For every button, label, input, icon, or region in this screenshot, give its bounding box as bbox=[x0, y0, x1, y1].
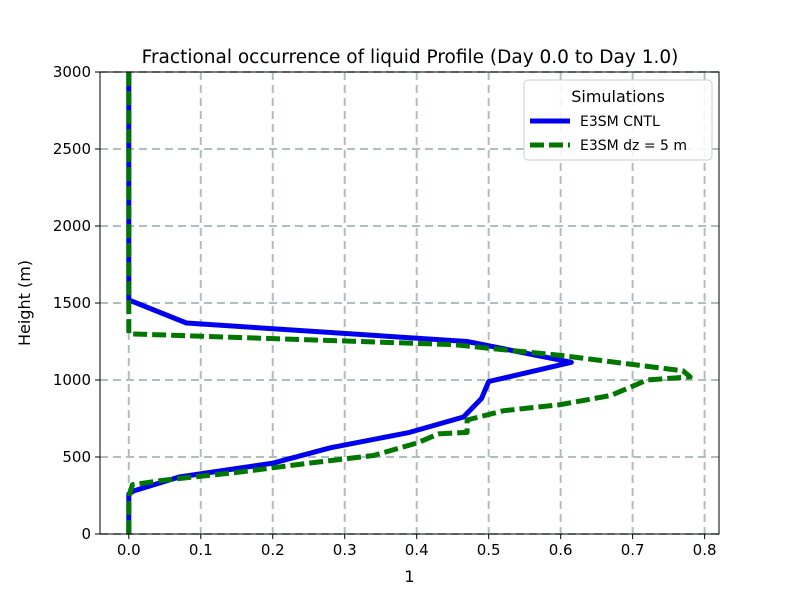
x-tick-label: 0.4 bbox=[405, 541, 429, 559]
chart-title: Fractional occurrence of liquid Profile … bbox=[142, 47, 679, 68]
x-tick-label: 0.5 bbox=[477, 541, 501, 559]
legend-label: E3SM dz = 5 m bbox=[580, 138, 687, 154]
y-axis-label: Height (m) bbox=[15, 260, 34, 346]
series-layer bbox=[126, 72, 693, 534]
y-axis: 0 500 1000 1500 2000 2500 3000 bbox=[53, 63, 100, 543]
y-tick-label: 500 bbox=[62, 448, 91, 466]
x-tick-label: 0.1 bbox=[189, 541, 213, 559]
x-tick-label: 0.6 bbox=[549, 541, 573, 559]
y-tick-label: 0 bbox=[81, 525, 91, 543]
x-tick-label: 0.0 bbox=[117, 541, 141, 559]
legend: Simulations E3SM CNTL E3SM dz = 5 m bbox=[523, 79, 713, 161]
x-axis-label: 1 bbox=[404, 567, 414, 586]
y-tick-label: 2000 bbox=[53, 217, 91, 235]
y-tick-label: 1500 bbox=[53, 294, 91, 312]
x-tick-label: 0.2 bbox=[261, 541, 285, 559]
x-tick-label: 0.8 bbox=[693, 541, 717, 559]
y-tick-label: 2500 bbox=[53, 140, 91, 158]
gridlines bbox=[100, 71, 719, 535]
y-tick-label: 1000 bbox=[53, 371, 91, 389]
series-line-e3sm-dz-5-m bbox=[126, 72, 693, 534]
y-tick-label: 3000 bbox=[53, 63, 91, 81]
legend-label: E3SM CNTL bbox=[580, 114, 660, 130]
legend-box bbox=[523, 79, 713, 161]
legend-title: Simulations bbox=[571, 87, 665, 106]
x-tick-label: 0.7 bbox=[621, 541, 645, 559]
series-line-e3sm-cntl bbox=[126, 72, 574, 534]
x-tick-label: 0.3 bbox=[333, 541, 357, 559]
x-axis: 0.0 0.1 0.2 0.3 0.4 0.5 0.6 0.7 0.8 bbox=[117, 534, 717, 559]
